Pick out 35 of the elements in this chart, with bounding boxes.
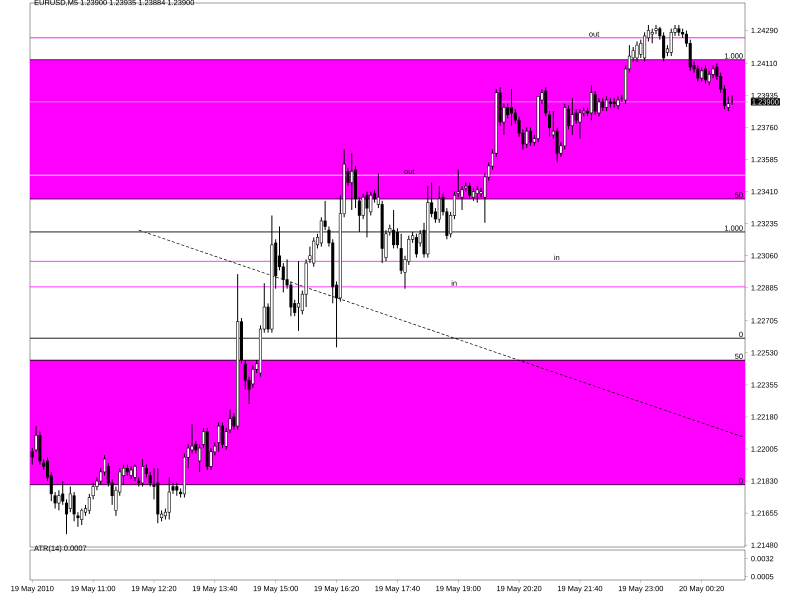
candlestick [730,94,734,106]
candlestick [650,28,654,44]
candlestick [670,28,673,57]
candlestick [594,90,597,116]
candlestick [704,64,707,84]
candlestick [608,98,612,108]
candlestick [296,260,300,332]
candlestick [506,103,510,119]
candlestick [312,236,316,268]
candlestick [612,98,616,108]
candlestick [528,127,532,146]
candlestick [578,108,582,140]
candlestick [126,464,129,476]
candlestick [190,424,194,454]
candlestick [677,24,680,36]
candlestick [590,84,593,121]
candlestick [130,466,133,480]
candlestick [133,464,137,482]
candlestick [76,512,80,528]
candlestick [525,127,528,148]
candlestick [220,422,224,449]
candlestick [570,98,574,136]
candlestick [696,64,700,82]
candlestick [464,182,468,192]
candlestick [605,96,608,112]
candlestick [198,444,202,472]
candlestick [597,98,600,118]
candlestick [601,98,604,112]
candlestick [80,508,84,526]
candlestick [700,66,704,82]
candlestick [217,422,220,452]
candlestick [616,96,620,110]
candlestick [510,88,514,126]
candlestick [289,280,292,317]
candlestick [654,24,658,35]
